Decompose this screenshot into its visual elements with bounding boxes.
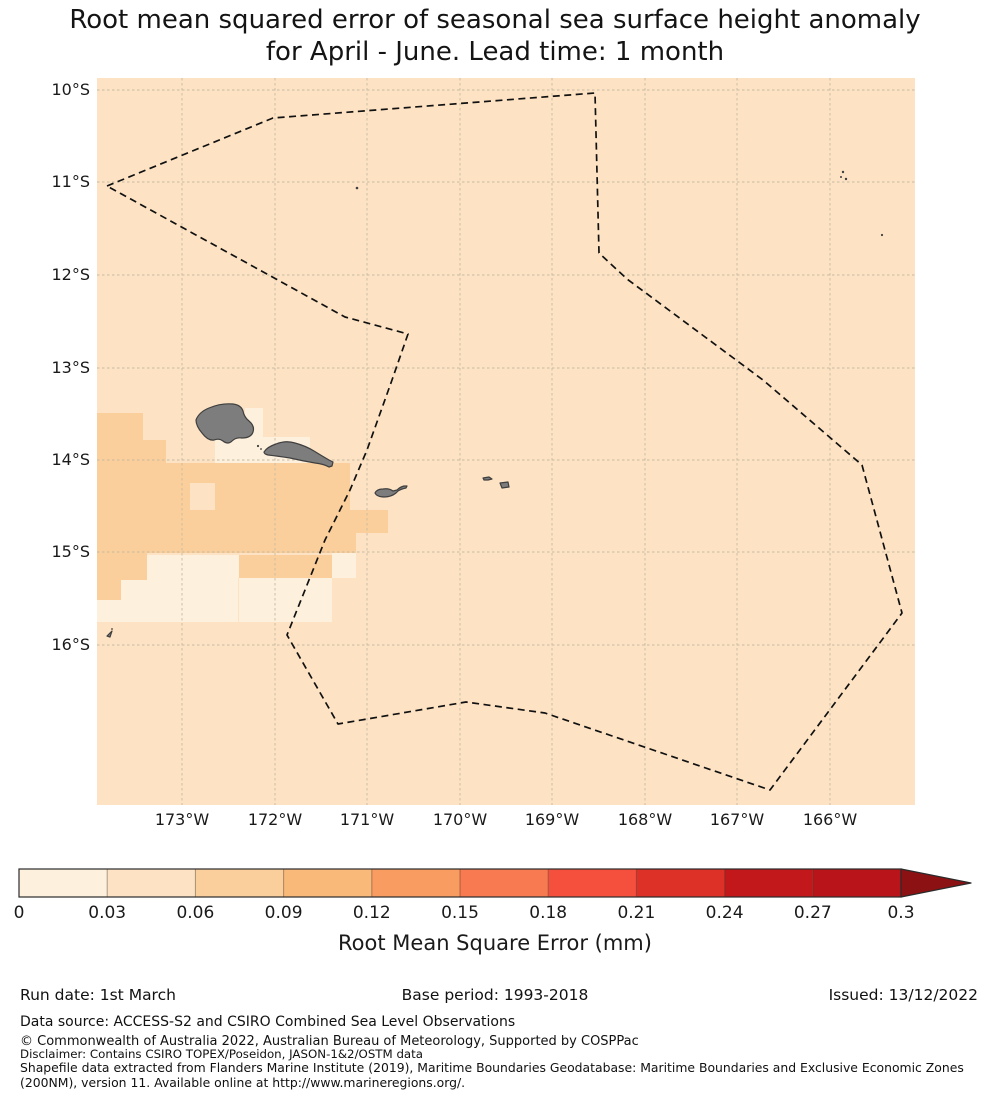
rmse-mid-patch bbox=[97, 580, 121, 600]
x-tick-label: 173°W bbox=[154, 810, 210, 829]
y-tick-label: 13°S bbox=[51, 358, 90, 377]
island bbox=[499, 481, 510, 489]
islet bbox=[841, 170, 845, 174]
x-tick-label: 167°W bbox=[709, 810, 765, 829]
colorbar-segment bbox=[724, 869, 813, 897]
x-tick-label: 172°W bbox=[247, 810, 303, 829]
islet bbox=[840, 176, 842, 178]
rmse-mid-patch bbox=[97, 510, 356, 553]
chart-title-line2: for April - June. Lead time: 1 month bbox=[265, 37, 725, 67]
rmse-mid-patch bbox=[334, 510, 388, 533]
issued-date: Issued: 13/12/2022 bbox=[828, 986, 978, 1004]
colorbar-segment bbox=[371, 869, 460, 897]
y-tick-label: 10°S bbox=[51, 80, 90, 99]
rmse-mid-patch bbox=[97, 463, 350, 510]
metadata-row: Run date: 1st March Base period: 1993-20… bbox=[0, 986, 990, 1006]
y-tick-label: 12°S bbox=[51, 265, 90, 284]
islet bbox=[260, 448, 262, 450]
colorbar-tick-label: 0.24 bbox=[705, 903, 744, 923]
shapefile-line1: Shapefile data extracted from Flanders M… bbox=[20, 1060, 964, 1075]
islet bbox=[355, 186, 359, 190]
islet bbox=[111, 628, 113, 630]
colorbar-tick-label: 0.15 bbox=[441, 903, 479, 923]
rmse-low-patch bbox=[239, 578, 332, 622]
colorbar-tick-label: 0.06 bbox=[176, 903, 215, 923]
x-tick-label: 168°W bbox=[617, 810, 673, 829]
rmse-bg-notch bbox=[190, 483, 215, 510]
y-tick-label: 11°S bbox=[51, 172, 90, 191]
colorbar-segment bbox=[548, 869, 637, 897]
x-tick-label: 169°W bbox=[524, 810, 580, 829]
colorbar-segment bbox=[812, 869, 901, 897]
colorbar-segment bbox=[460, 869, 549, 897]
rmse-mid-patch bbox=[239, 555, 332, 578]
base-period: Base period: 1993-2018 bbox=[401, 986, 589, 1004]
y-tick-label: 16°S bbox=[51, 635, 90, 654]
colorbar-tick-label: 0.3 bbox=[887, 903, 915, 923]
rmse-mid-patch bbox=[97, 440, 166, 463]
chart-title-line1: Root mean squared error of seasonal sea … bbox=[69, 5, 921, 35]
disclaimer-line: Disclaimer: Contains CSIRO TOPEX/Poseido… bbox=[20, 1047, 424, 1061]
colorbar-segment bbox=[283, 869, 372, 897]
colorbar-tick-label: 0.18 bbox=[529, 903, 568, 923]
islet bbox=[844, 177, 848, 181]
islet bbox=[880, 233, 884, 237]
island bbox=[482, 476, 493, 481]
colorbar bbox=[18, 868, 972, 898]
x-tick-label: 171°W bbox=[339, 810, 395, 829]
colorbar-tick-label: 0 bbox=[13, 903, 25, 923]
y-tick-label: 14°S bbox=[51, 450, 90, 469]
colorbar-tick-label: 0.09 bbox=[264, 903, 303, 923]
island bbox=[263, 441, 334, 468]
colorbar-tick-label: 0.27 bbox=[793, 903, 832, 923]
colorbar-tick-label: 0.12 bbox=[352, 903, 391, 923]
rmse-low-patch bbox=[147, 555, 239, 578]
eez-boundary bbox=[106, 92, 903, 791]
data-source: Data source: ACCESS-S2 and CSIRO Combine… bbox=[20, 1014, 516, 1030]
shapefile-line2: (200NM), version 11. Available online at… bbox=[20, 1075, 466, 1090]
rmse-mid-patch bbox=[97, 553, 147, 580]
colorbar-segment bbox=[19, 869, 108, 897]
colorbar-tick-label: 0.21 bbox=[617, 903, 656, 923]
chart-title: Root mean squared error of seasonal sea … bbox=[0, 4, 990, 68]
colorbar-overflow-arrow bbox=[900, 868, 972, 898]
rmse-mid-patch bbox=[97, 413, 143, 440]
island bbox=[374, 485, 408, 498]
island bbox=[195, 403, 255, 444]
rmse-low-patch bbox=[121, 578, 238, 622]
island bbox=[106, 630, 113, 638]
run-date: Run date: 1st March bbox=[20, 986, 176, 1004]
colorbar-label: Root Mean Square Error (mm) bbox=[338, 931, 652, 955]
islet bbox=[256, 444, 260, 448]
x-tick-label: 170°W bbox=[432, 810, 488, 829]
y-tick-label: 15°S bbox=[51, 542, 90, 561]
colorbar-segment bbox=[195, 869, 284, 897]
colorbar-segment bbox=[636, 869, 725, 897]
colorbar-segment bbox=[107, 869, 196, 897]
map-canvas bbox=[97, 78, 915, 805]
colorbar-tick-label: 0.03 bbox=[88, 903, 127, 923]
x-tick-label: 166°W bbox=[802, 810, 858, 829]
copyright-line: © Commonwealth of Australia 2022, Austra… bbox=[20, 1034, 639, 1049]
rmse-low-patch bbox=[332, 553, 356, 578]
rmse-low-patch bbox=[97, 600, 121, 622]
